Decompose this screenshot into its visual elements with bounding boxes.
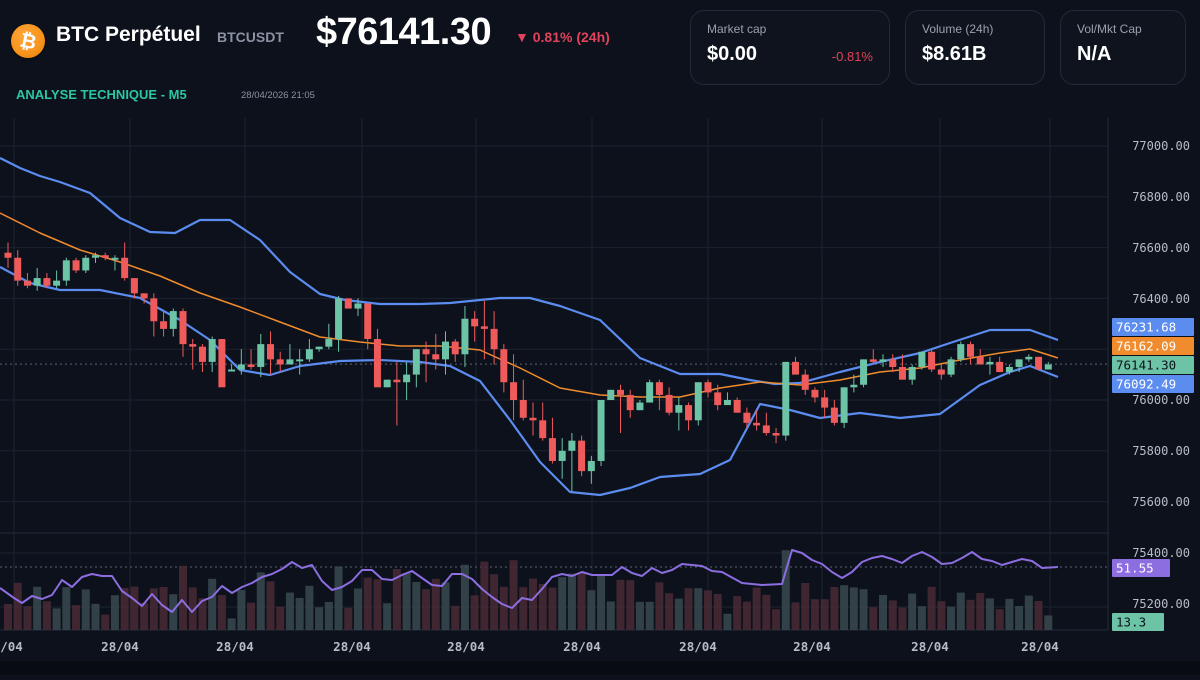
section-title: ANALYSE TECHNIQUE - M5 [16,87,187,102]
svg-text:76162.09: 76162.09 [1116,339,1176,354]
svg-text:75400.00: 75400.00 [1132,546,1190,560]
price-tags: 76231.68 76162.09 76141.30 76092.49 51.55 13.… [1112,318,1194,631]
svg-text:75600.00: 75600.00 [1132,495,1190,509]
svg-text:75200.00: 75200.00 [1132,597,1190,611]
vol-mkt-cap-label: Vol/Mkt Cap [1077,22,1142,36]
market-cap-change: -0.81% [831,49,873,64]
svg-text:76141.30: 76141.30 [1116,358,1176,373]
svg-text:28/04: 28/04 [793,639,831,654]
market-cap-value: $0.00 [707,43,758,65]
svg-text:28/04: 28/04 [679,639,717,654]
current-price: $76141.30 [316,11,492,53]
asset-title: BTC Perpétuel [56,23,201,46]
svg-text:76092.49: 76092.49 [1116,377,1176,392]
market-cap-label: Market cap [707,22,767,36]
volume-label: Volume (24h) [922,22,994,36]
chart-canvas[interactable]: 77000.00 76800.00 76600.00 76400.00 76000.00… [0,118,1200,675]
svg-text:28/04: 28/04 [0,639,23,654]
volume-card: Volume (24h) $8.61B [905,10,1045,85]
svg-text:76800.00: 76800.00 [1132,190,1190,204]
price-chart[interactable]: 77000.00 76800.00 76600.00 76400.00 76000.00… [0,118,1200,675]
svg-text:76600.00: 76600.00 [1132,241,1190,255]
time-axis: 28/04 28/04 28/04 28/04 28/04 28/04 28/04 28/04… [0,631,1200,675]
svg-text:28/04: 28/04 [333,639,371,654]
timestamp: 28/04/2026 21:05 [241,90,315,101]
market-cap-card: Market cap $0.00 -0.81% [690,10,890,85]
svg-text:76000.00: 76000.00 [1132,393,1190,407]
rsi-line [0,549,1059,613]
asset-symbol: BTCUSDT [217,29,284,45]
volume-value: $8.61B [922,43,987,65]
svg-text:51.55: 51.55 [1116,561,1154,576]
vol-mkt-cap-card: Vol/Mkt Cap N/A [1060,10,1186,85]
svg-text:28/04: 28/04 [911,639,949,654]
svg-text:28/04: 28/04 [101,639,139,654]
header: ₿ BTC Perpétuel BTCUSDT $76141.30 ▼ 0.81… [0,0,1200,110]
price-axis: 77000.00 76800.00 76600.00 76400.00 76000.00… [1109,118,1200,630]
price-change-24h: ▼ 0.81% (24h) [515,29,610,45]
svg-text:76231.68: 76231.68 [1116,320,1176,335]
svg-text:28/04: 28/04 [1021,639,1059,654]
svg-text:28/04: 28/04 [216,639,254,654]
svg-text:13.3: 13.3 [1116,615,1146,630]
svg-text:28/04: 28/04 [563,639,601,654]
svg-text:28/04: 28/04 [447,639,485,654]
vol-mkt-cap-value: N/A [1077,43,1112,65]
svg-text:77000.00: 77000.00 [1132,139,1190,153]
bitcoin-logo-icon: ₿ [11,24,45,58]
volume-bars [4,550,1053,630]
svg-text:75800.00: 75800.00 [1132,444,1190,458]
candlesticks [4,242,1052,492]
svg-text:76400.00: 76400.00 [1132,292,1190,306]
